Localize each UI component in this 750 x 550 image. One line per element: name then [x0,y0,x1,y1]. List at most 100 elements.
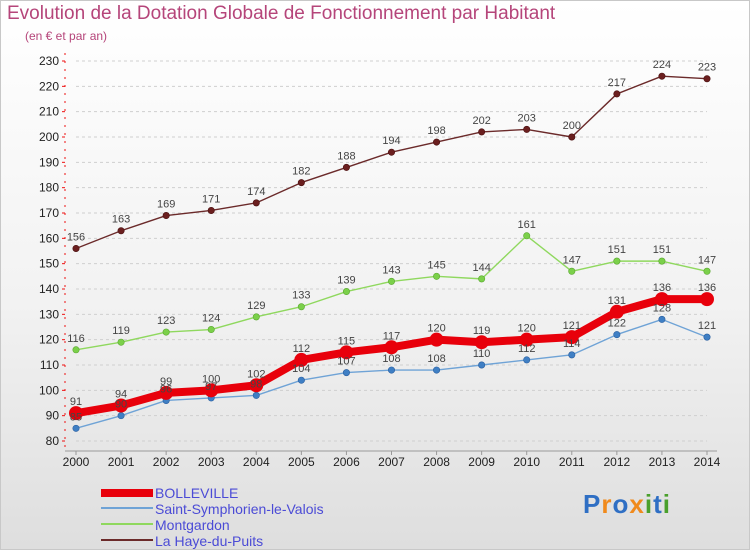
data-label: 171 [202,193,220,205]
x-tick-label: 2009 [468,455,495,469]
data-label: 122 [608,318,626,330]
data-point [117,227,125,235]
data-point [658,315,666,323]
legend-swatch [101,523,153,525]
logo-letter: r [601,489,613,519]
data-label: 112 [293,343,311,355]
y-tick-label: 110 [40,358,59,372]
x-tick-label: 2014 [694,455,721,469]
legend-swatch [101,507,153,509]
x-tick-label: 2002 [153,455,180,469]
data-point [433,138,441,146]
data-point [297,303,305,311]
data-label: 136 [698,282,716,294]
data-point [72,424,80,432]
data-label: 145 [427,259,445,271]
data-label: 107 [337,356,355,368]
data-point [703,75,711,83]
data-point [609,304,624,319]
logo-letter: i [662,489,671,519]
data-point [703,267,711,275]
data-label: 182 [292,166,310,178]
data-point [658,257,666,265]
data-label: 200 [563,120,581,132]
data-label: 108 [427,353,445,365]
data-label: 96 [160,383,172,395]
x-tick-label: 2000 [63,455,90,469]
data-label: 91 [70,396,82,408]
x-tick-label: 2006 [333,455,360,469]
data-point [207,206,215,214]
logo-letter: o [612,489,630,519]
data-label: 94 [115,389,127,401]
data-point [523,356,531,364]
data-point [478,275,486,283]
data-label: 128 [653,302,671,314]
data-label: 112 [518,343,536,355]
data-label: 151 [608,244,626,256]
legend-swatch [101,489,153,497]
y-tick-label: 170 [39,206,59,220]
data-point [568,133,576,141]
data-point [519,332,534,347]
data-point [159,385,174,400]
x-tick-label: 2013 [649,455,676,469]
data-point [478,128,486,136]
chart-subtitle: (en € et par an) [25,29,108,43]
data-point [474,335,489,350]
data-label: 129 [247,300,265,312]
data-label: 104 [292,363,310,375]
data-label: 174 [247,186,265,198]
y-tick-label: 150 [39,257,59,271]
x-tick-label: 2003 [198,455,225,469]
data-point [613,331,621,339]
data-label: 202 [472,115,490,127]
data-label: 217 [608,77,626,89]
data-label: 115 [338,335,356,347]
data-label: 136 [653,282,671,294]
data-point [72,244,80,252]
data-point [613,90,621,98]
data-point [700,292,714,307]
data-point [117,338,125,346]
data-point [387,366,395,374]
data-point [703,333,711,341]
data-label: 119 [473,325,491,337]
data-label: 116 [67,333,85,345]
data-point [387,148,395,156]
data-point [162,328,170,336]
data-point [207,326,215,334]
x-tick-label: 2004 [243,455,270,469]
logo-letter: i [644,489,654,519]
data-label: 147 [698,254,716,266]
y-tick-label: 180 [39,181,59,195]
data-point [294,352,309,367]
logo-letter: t [653,489,663,519]
data-label: 198 [427,125,445,137]
data-label: 120 [518,323,536,335]
data-point [433,272,441,280]
data-point [117,412,125,420]
y-tick-label: 140 [39,282,59,296]
x-tick-label: 2010 [513,455,540,469]
data-point [429,332,444,347]
data-point [384,340,399,355]
data-label: 144 [472,262,490,274]
data-label: 131 [608,295,626,307]
data-label: 85 [70,411,82,423]
data-point [387,277,395,285]
data-label: 143 [382,264,400,276]
data-label: 224 [653,59,671,71]
data-label: 123 [157,315,175,327]
x-tick-label: 2007 [378,455,405,469]
data-label: 147 [563,254,581,266]
data-point [252,199,260,207]
data-point [204,383,219,398]
x-tick-label: 2012 [604,455,631,469]
data-label: 119 [112,325,130,337]
legend-label: La Haye-du-Puits [155,533,264,549]
y-tick-label: 220 [39,79,59,93]
chart-title: Evolution de la Dotation Globale de Fonc… [7,3,556,24]
